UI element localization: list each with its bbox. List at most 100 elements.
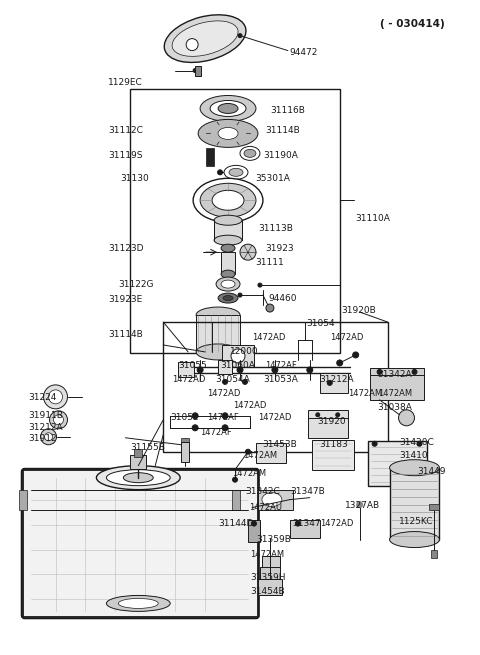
Bar — [312, 440, 354, 470]
Bar — [370, 368, 424, 400]
Circle shape — [336, 360, 343, 366]
Text: 31920: 31920 — [318, 417, 347, 426]
Ellipse shape — [96, 466, 180, 490]
Circle shape — [192, 413, 198, 419]
Ellipse shape — [221, 280, 235, 288]
Ellipse shape — [216, 277, 240, 291]
Circle shape — [232, 477, 238, 482]
Bar — [19, 490, 26, 510]
Ellipse shape — [223, 295, 233, 301]
Circle shape — [417, 441, 422, 446]
Bar — [320, 373, 348, 393]
Ellipse shape — [164, 15, 246, 62]
Text: 31123D: 31123D — [108, 244, 144, 253]
Text: 1125KC: 1125KC — [398, 517, 433, 526]
Text: 31347: 31347 — [292, 519, 321, 528]
Circle shape — [245, 449, 251, 454]
Bar — [196, 315, 240, 352]
Circle shape — [192, 425, 198, 431]
Ellipse shape — [212, 191, 244, 210]
Text: 1472AD: 1472AD — [330, 333, 363, 343]
Bar — [256, 443, 286, 462]
Bar — [206, 149, 214, 166]
Bar — [181, 441, 189, 462]
Text: 31359B: 31359B — [256, 535, 291, 544]
Ellipse shape — [221, 270, 235, 278]
Ellipse shape — [196, 344, 240, 360]
Bar — [430, 504, 439, 510]
Bar — [134, 449, 142, 457]
Circle shape — [197, 367, 203, 373]
Ellipse shape — [200, 96, 256, 121]
Text: 31212A: 31212A — [320, 375, 354, 384]
Text: 31060A: 31060A — [220, 362, 255, 371]
Circle shape — [238, 33, 242, 37]
Text: 1472AD: 1472AD — [207, 389, 240, 398]
Ellipse shape — [240, 146, 260, 160]
Ellipse shape — [229, 168, 243, 176]
Text: 31912: 31912 — [29, 434, 57, 443]
Text: 31114B: 31114B — [265, 126, 300, 135]
Text: 1129EC: 1129EC — [108, 78, 143, 87]
Bar — [222, 345, 254, 367]
Text: 1472AM: 1472AM — [348, 389, 382, 398]
Text: 31144D: 31144D — [218, 519, 253, 528]
Text: 31347B: 31347B — [290, 487, 324, 496]
Bar — [262, 555, 280, 569]
Text: 1472AM: 1472AM — [243, 451, 277, 460]
Text: 31052: 31052 — [170, 413, 199, 422]
Text: 1472AD: 1472AD — [233, 402, 266, 410]
Text: 31055: 31055 — [178, 362, 207, 371]
Ellipse shape — [240, 244, 256, 260]
Circle shape — [412, 369, 417, 375]
Bar — [390, 468, 439, 540]
Circle shape — [186, 39, 198, 50]
Text: 31054A: 31054A — [215, 375, 250, 384]
Text: 1472AF: 1472AF — [265, 362, 297, 371]
Bar — [432, 550, 437, 557]
Text: 31911B: 31911B — [29, 411, 63, 421]
Text: 31110A: 31110A — [356, 214, 391, 223]
Circle shape — [231, 349, 245, 363]
Text: 31114B: 31114B — [108, 331, 143, 339]
Ellipse shape — [221, 244, 235, 252]
Bar — [181, 438, 189, 443]
Text: 1472AD: 1472AD — [252, 333, 285, 343]
Circle shape — [49, 411, 68, 429]
Text: 1472AM: 1472AM — [378, 389, 412, 398]
Text: 94472: 94472 — [290, 48, 318, 57]
Text: 1472AD: 1472AD — [172, 375, 205, 384]
Circle shape — [272, 367, 278, 373]
Text: 1472AF: 1472AF — [207, 413, 239, 422]
Ellipse shape — [210, 100, 246, 117]
Text: 31155B: 31155B — [130, 443, 165, 452]
Circle shape — [377, 369, 382, 375]
Circle shape — [217, 170, 223, 175]
Text: 1472AF: 1472AF — [200, 428, 232, 438]
Text: 31453B: 31453B — [262, 440, 297, 449]
Text: 31410: 31410 — [399, 451, 428, 460]
Circle shape — [316, 413, 320, 417]
Ellipse shape — [390, 460, 439, 476]
Circle shape — [258, 283, 262, 287]
Bar — [368, 441, 428, 485]
Text: 12000: 12000 — [230, 347, 259, 356]
Bar — [248, 519, 260, 542]
Text: 31212A: 31212A — [29, 423, 63, 432]
Ellipse shape — [218, 128, 238, 140]
Circle shape — [295, 521, 300, 526]
Bar — [130, 88, 340, 353]
Bar — [290, 519, 320, 538]
Text: 31342A: 31342A — [378, 370, 412, 379]
Circle shape — [222, 425, 228, 431]
Text: 31359H: 31359H — [250, 573, 286, 582]
Circle shape — [266, 304, 274, 312]
Text: 31116B: 31116B — [270, 106, 305, 115]
Bar — [218, 360, 232, 374]
Circle shape — [237, 367, 243, 373]
Text: ( - 030414): ( - 030414) — [380, 18, 444, 29]
Circle shape — [252, 521, 256, 526]
Text: 31224: 31224 — [29, 394, 57, 402]
Ellipse shape — [244, 149, 256, 157]
Text: 31183: 31183 — [320, 440, 348, 449]
